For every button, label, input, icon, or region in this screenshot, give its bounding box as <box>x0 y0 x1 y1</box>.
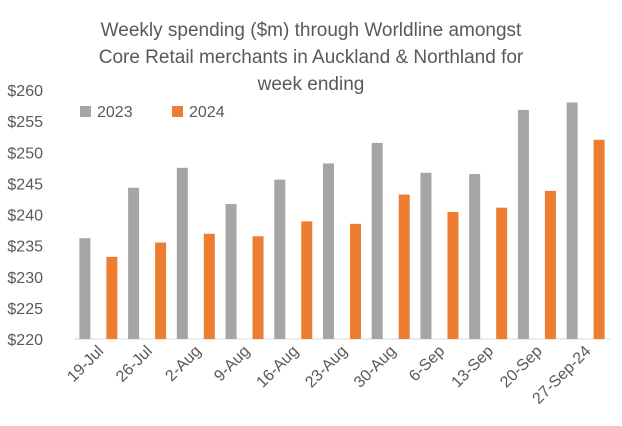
y-tick-label: $240 <box>7 208 43 225</box>
legend-swatch-2024 <box>172 106 183 117</box>
x-tick-label: 16-Aug <box>254 343 303 392</box>
bar-2024 <box>301 221 313 339</box>
x-tick-label: 26-Jul <box>113 343 156 386</box>
chart-title-line-2: Core Retail merchants in Auckland & Nort… <box>98 47 524 68</box>
y-tick-label: $220 <box>7 332 43 349</box>
bar-2023 <box>274 179 286 339</box>
y-tick-label: $260 <box>7 83 43 100</box>
bar-2024 <box>350 223 361 339</box>
bar-2024 <box>155 242 167 339</box>
bar-2023 <box>176 167 188 339</box>
bar-2024 <box>544 190 556 339</box>
y-tick-label: $255 <box>7 114 43 131</box>
bar-2024 <box>106 256 118 339</box>
x-tick-label: 6-Sep <box>406 343 448 385</box>
bar-2023 <box>469 174 481 339</box>
bar-2024 <box>593 139 605 339</box>
bar-2024 <box>252 236 264 339</box>
x-tick-label: 20-Sep <box>497 343 546 392</box>
y-tick-label: $225 <box>7 301 43 318</box>
y-tick-label: $235 <box>7 239 43 256</box>
legend-swatch-2023 <box>80 106 91 117</box>
bar-2023 <box>323 163 334 339</box>
x-tick-label: 30-Aug <box>351 343 400 392</box>
bar-2023 <box>566 102 578 339</box>
y-tick-label: $230 <box>7 270 43 287</box>
legend-label-2024: 2024 <box>189 104 225 121</box>
bar-2024 <box>496 207 508 339</box>
y-tick-label: $250 <box>7 145 43 162</box>
bar-2023 <box>128 187 140 339</box>
x-tick-label: 9-Aug <box>211 343 253 385</box>
bar-2023 <box>371 142 383 339</box>
chart-title-line-1: Weekly spending ($m) through Worldline a… <box>100 20 522 41</box>
bar-2023 <box>225 203 237 339</box>
x-tick-label: 19-Jul <box>64 343 107 386</box>
bar-2023 <box>420 172 432 339</box>
bar-2023 <box>517 109 529 339</box>
bar-2024 <box>398 194 410 339</box>
legend-label-2023: 2023 <box>97 104 133 121</box>
x-tick-label: 13-Sep <box>449 343 498 392</box>
bar-2024 <box>203 233 215 339</box>
x-tick-label: 23-Aug <box>302 343 351 392</box>
chart-title-line-3: week ending <box>257 74 365 95</box>
x-tick-label: 2-Aug <box>162 343 204 385</box>
y-tick-label: $245 <box>7 176 43 193</box>
bar-2023 <box>79 238 91 339</box>
bar-2024 <box>447 212 459 339</box>
